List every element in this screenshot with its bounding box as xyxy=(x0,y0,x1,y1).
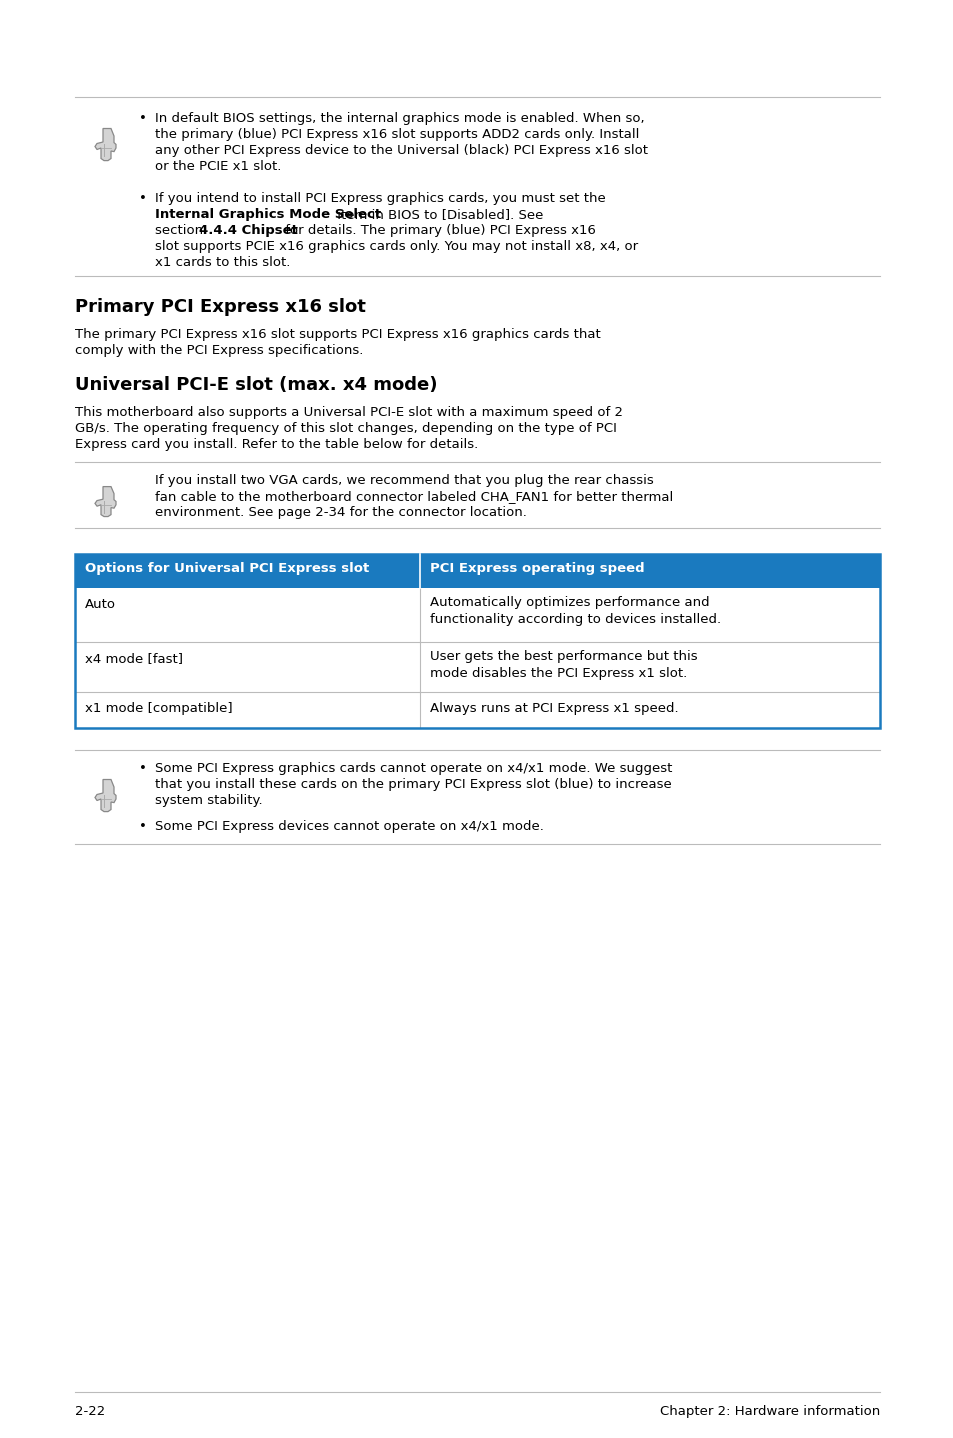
Bar xyxy=(75,554,879,588)
Text: any other PCI Express device to the Universal (black) PCI Express x16 slot: any other PCI Express device to the Univ… xyxy=(154,144,647,157)
Text: Always runs at PCI Express x1 speed.: Always runs at PCI Express x1 speed. xyxy=(430,702,678,715)
Text: Internal Graphics Mode Select: Internal Graphics Mode Select xyxy=(154,209,381,221)
Text: PCI Express operating speed: PCI Express operating speed xyxy=(430,562,644,575)
Text: Some PCI Express graphics cards cannot operate on x4/x1 mode. We suggest: Some PCI Express graphics cards cannot o… xyxy=(154,762,672,775)
Text: In default BIOS settings, the internal graphics mode is enabled. When so,: In default BIOS settings, the internal g… xyxy=(154,112,644,125)
Text: or the PCIE x1 slot.: or the PCIE x1 slot. xyxy=(154,160,281,173)
Text: x1 mode [compatible]: x1 mode [compatible] xyxy=(85,702,233,715)
Text: x4 mode [fast]: x4 mode [fast] xyxy=(85,651,183,664)
Text: User gets the best performance but this
mode disables the PCI Express x1 slot.: User gets the best performance but this … xyxy=(430,650,697,680)
Text: system stability.: system stability. xyxy=(154,794,262,807)
Text: •: • xyxy=(139,762,147,775)
Text: the primary (blue) PCI Express x16 slot supports ADD2 cards only. Install: the primary (blue) PCI Express x16 slot … xyxy=(154,128,639,141)
Text: If you install two VGA cards, we recommend that you plug the rear chassis: If you install two VGA cards, we recomme… xyxy=(154,475,653,487)
Text: Express card you install. Refer to the table below for details.: Express card you install. Refer to the t… xyxy=(75,439,477,452)
Text: that you install these cards on the primary PCI Express slot (blue) to increase: that you install these cards on the prim… xyxy=(154,778,671,791)
Text: x1 cards to this slot.: x1 cards to this slot. xyxy=(154,256,290,269)
Text: 2-22: 2-22 xyxy=(75,1405,105,1418)
Text: •: • xyxy=(139,112,147,125)
Text: Auto: Auto xyxy=(85,598,116,611)
Text: This motherboard also supports a Universal PCI-E slot with a maximum speed of 2: This motherboard also supports a Univers… xyxy=(75,406,622,418)
Text: fan cable to the motherboard connector labeled CHA_FAN1 for better thermal: fan cable to the motherboard connector l… xyxy=(154,490,673,503)
Text: Universal PCI-E slot (max. x4 mode): Universal PCI-E slot (max. x4 mode) xyxy=(75,375,437,394)
Text: Some PCI Express devices cannot operate on x4/x1 mode.: Some PCI Express devices cannot operate … xyxy=(154,820,543,833)
Text: Automatically optimizes performance and
functionality according to devices insta: Automatically optimizes performance and … xyxy=(430,595,720,627)
Polygon shape xyxy=(95,486,116,516)
Text: •: • xyxy=(139,193,147,206)
Text: section: section xyxy=(154,224,207,237)
Text: If you intend to install PCI Express graphics cards, you must set the: If you intend to install PCI Express gra… xyxy=(154,193,605,206)
Text: 4.4.4 Chipset: 4.4.4 Chipset xyxy=(199,224,297,237)
Text: Options for Universal PCI Express slot: Options for Universal PCI Express slot xyxy=(85,562,369,575)
Text: Chapter 2: Hardware information: Chapter 2: Hardware information xyxy=(659,1405,879,1418)
Text: •: • xyxy=(139,820,147,833)
Polygon shape xyxy=(95,779,116,811)
Text: The primary PCI Express x16 slot supports PCI Express x16 graphics cards that: The primary PCI Express x16 slot support… xyxy=(75,328,600,341)
Text: item in BIOS to [Disabled]. See: item in BIOS to [Disabled]. See xyxy=(333,209,543,221)
Bar xyxy=(75,554,879,728)
Text: slot supports PCIE x16 graphics cards only. You may not install x8, x4, or: slot supports PCIE x16 graphics cards on… xyxy=(154,240,638,253)
Text: GB/s. The operating frequency of this slot changes, depending on the type of PCI: GB/s. The operating frequency of this sl… xyxy=(75,421,617,436)
Polygon shape xyxy=(95,128,116,161)
Text: comply with the PCI Express specifications.: comply with the PCI Express specificatio… xyxy=(75,344,363,357)
Text: Primary PCI Express x16 slot: Primary PCI Express x16 slot xyxy=(75,298,366,316)
Text: environment. See page 2-34 for the connector location.: environment. See page 2-34 for the conne… xyxy=(154,506,526,519)
Text: for details. The primary (blue) PCI Express x16: for details. The primary (blue) PCI Expr… xyxy=(281,224,596,237)
